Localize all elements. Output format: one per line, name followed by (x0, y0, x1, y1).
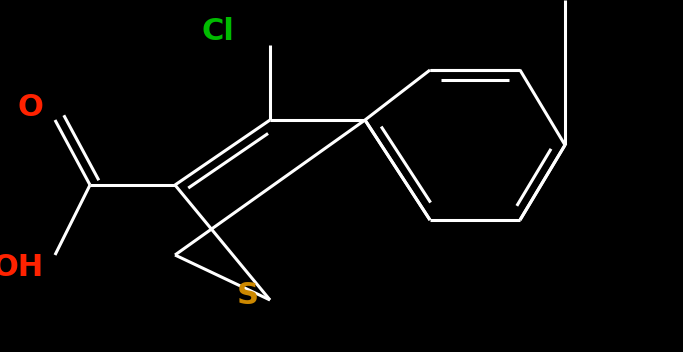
Text: OH: OH (0, 253, 44, 283)
Text: S: S (237, 282, 259, 310)
Text: O: O (17, 94, 43, 122)
Text: Cl: Cl (201, 18, 234, 46)
